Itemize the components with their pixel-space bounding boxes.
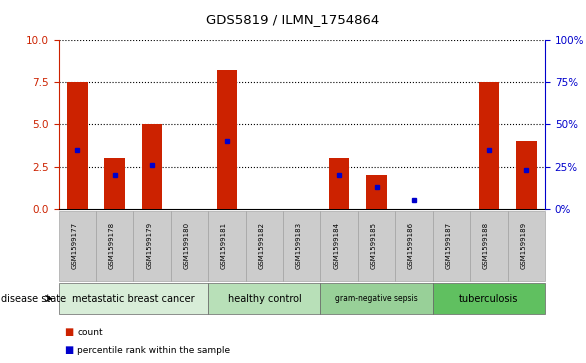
Text: GSM1599185: GSM1599185 xyxy=(370,223,377,269)
Text: ■: ■ xyxy=(64,327,74,337)
Text: GSM1599181: GSM1599181 xyxy=(221,223,227,269)
Text: gram-negative sepsis: gram-negative sepsis xyxy=(335,294,418,303)
Bar xyxy=(366,175,387,209)
Text: GSM1599177: GSM1599177 xyxy=(71,223,77,269)
Bar xyxy=(329,158,349,209)
Text: GSM1599188: GSM1599188 xyxy=(483,223,489,269)
Text: GSM1599184: GSM1599184 xyxy=(333,223,339,269)
Text: ■: ■ xyxy=(64,345,74,355)
Text: count: count xyxy=(77,328,103,337)
Text: percentile rank within the sample: percentile rank within the sample xyxy=(77,346,230,355)
Text: healthy control: healthy control xyxy=(227,294,301,303)
Bar xyxy=(516,141,537,209)
Text: GSM1599189: GSM1599189 xyxy=(520,223,526,269)
Text: GSM1599179: GSM1599179 xyxy=(146,223,152,269)
Text: GSM1599182: GSM1599182 xyxy=(258,223,264,269)
Text: GSM1599180: GSM1599180 xyxy=(183,223,189,269)
Text: GSM1599186: GSM1599186 xyxy=(408,223,414,269)
Bar xyxy=(217,70,237,209)
Bar xyxy=(67,82,87,209)
Text: metastatic breast cancer: metastatic breast cancer xyxy=(72,294,195,303)
Text: tuberculosis: tuberculosis xyxy=(459,294,519,303)
Bar xyxy=(104,158,125,209)
Text: GSM1599187: GSM1599187 xyxy=(445,223,451,269)
Text: GDS5819 / ILMN_1754864: GDS5819 / ILMN_1754864 xyxy=(206,13,380,26)
Text: disease state: disease state xyxy=(1,294,66,303)
Text: GSM1599183: GSM1599183 xyxy=(296,223,302,269)
Text: GSM1599178: GSM1599178 xyxy=(109,223,115,269)
Bar xyxy=(479,82,499,209)
Bar xyxy=(142,124,162,209)
